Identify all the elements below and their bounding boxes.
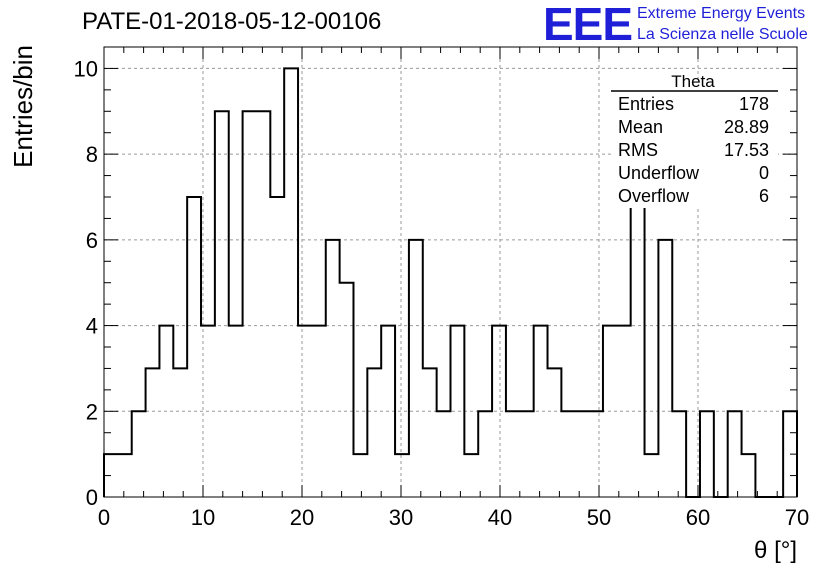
plot-frame <box>103 46 798 498</box>
x-tick-label: 0 <box>98 505 110 530</box>
x-tick-label: 30 <box>389 505 413 530</box>
histogram-bin <box>575 411 589 497</box>
x-tick-label: 70 <box>785 505 809 530</box>
histogram-bin <box>173 368 187 497</box>
histogram-bin <box>672 411 686 497</box>
stats-label: Overflow <box>618 186 690 206</box>
x-tick-label: 20 <box>290 505 314 530</box>
histogram-bin <box>409 240 423 497</box>
y-tick-label: 6 <box>86 228 98 253</box>
histogram-bin <box>284 68 298 497</box>
y-tick-label: 10 <box>74 56 98 81</box>
histogram-bin <box>464 454 478 497</box>
x-tick-label: 10 <box>191 505 215 530</box>
histogram-bin <box>395 454 409 497</box>
y-tick-label: 2 <box>86 399 98 424</box>
histogram-bin <box>326 240 340 497</box>
brand-line-2: La Scienza nelle Scuole <box>637 26 808 43</box>
stats-label: RMS <box>618 140 658 160</box>
histogram-bin <box>256 111 270 497</box>
histogram-bin <box>700 411 714 497</box>
histogram-bin <box>548 368 562 497</box>
y-tick-label: 8 <box>86 142 98 167</box>
stats-value: 6 <box>759 186 769 206</box>
stats-title: Theta <box>671 72 715 91</box>
stats-value: 0 <box>759 163 769 183</box>
stats-label: Underflow <box>618 163 700 183</box>
histogram-bin <box>520 411 534 497</box>
brand-line-1: Extreme Energy Events <box>637 5 806 22</box>
plot-title: PATE-01-2018-05-12-00106 <box>82 8 382 35</box>
histogram-bin <box>478 411 492 497</box>
histogram-bin <box>742 454 756 497</box>
x-tick-label: 50 <box>587 505 611 530</box>
stats-value: 28.89 <box>724 117 769 137</box>
histogram-bin <box>118 454 132 497</box>
histogram-bin <box>589 411 603 497</box>
stats-label: Entries <box>618 94 674 114</box>
histogram-bin <box>215 111 229 497</box>
stats-label: Mean <box>618 117 663 137</box>
histogram-bin <box>146 368 160 497</box>
y-axis-label: Entries/bin <box>8 45 38 168</box>
histogram-outline <box>103 67 798 498</box>
x-tick-label: 40 <box>488 505 512 530</box>
histogram-bin <box>534 326 548 497</box>
histogram-bin <box>353 454 367 497</box>
histogram-bin <box>437 411 451 497</box>
stats-box <box>611 80 778 208</box>
histogram-bin <box>187 197 201 497</box>
histogram-bin <box>312 326 326 497</box>
histogram-bin <box>367 368 381 497</box>
x-axis-label: θ [°] <box>754 537 797 564</box>
histogram-bin <box>340 283 354 497</box>
y-tick-label: 0 <box>86 485 98 510</box>
histogram-bin <box>132 411 146 497</box>
stats-value: 17.53 <box>724 140 769 160</box>
histogram-bin <box>658 240 672 497</box>
x-tick-label: 60 <box>686 505 710 530</box>
histogram-bin <box>561 411 575 497</box>
histogram-bin <box>506 411 520 497</box>
y-tick-label: 4 <box>86 314 98 339</box>
histogram-bin <box>423 368 437 497</box>
eee-logo: EEE <box>543 0 633 50</box>
histogram-bin <box>645 454 659 497</box>
stats-value: 178 <box>739 94 769 114</box>
histogram-bin <box>728 411 742 497</box>
histogram-bin <box>270 197 284 497</box>
histogram-bin <box>243 111 257 497</box>
